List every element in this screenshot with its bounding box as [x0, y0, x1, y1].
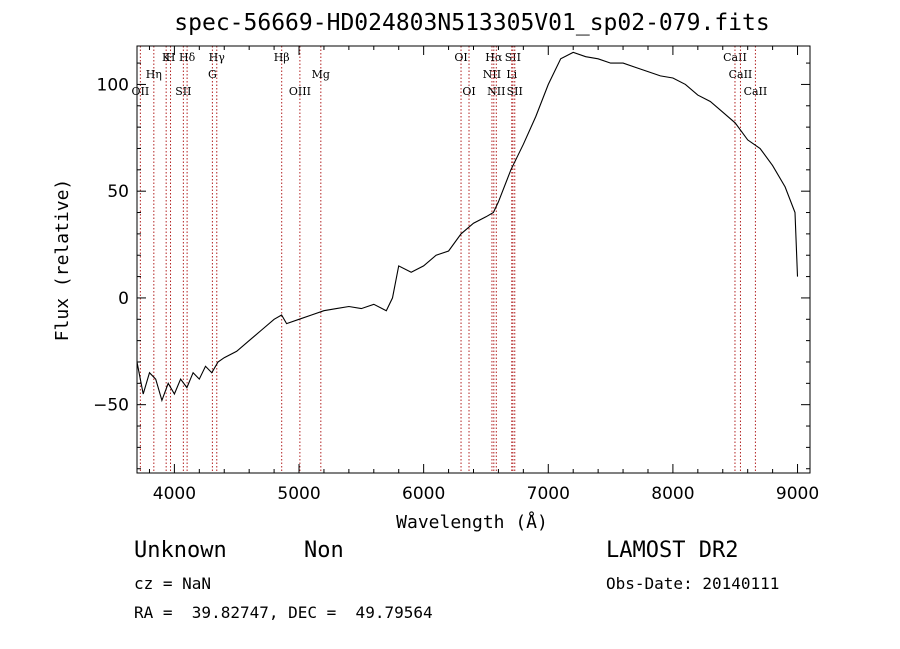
- x-axis-label: Wavelength (Å): [396, 511, 548, 533]
- line-marker-label: Hη: [146, 68, 162, 81]
- x-tick-label: 4000: [153, 484, 196, 504]
- chart-title: spec-56669-HD024803N513305V01_sp02-079.f…: [174, 10, 769, 36]
- line-marker-label: CaII: [729, 68, 753, 81]
- line-marker-label: NII: [487, 85, 505, 98]
- x-tick-label: 9000: [776, 484, 819, 504]
- line-marker-label: OI: [454, 51, 467, 64]
- x-tick-label: 6000: [402, 484, 445, 504]
- line-marker-label: Li: [506, 68, 517, 81]
- object-class: Unknown: [134, 538, 227, 563]
- spectrum-series: [136, 51, 799, 403]
- line-marker-label: K: [162, 51, 171, 64]
- object-subclass: Non: [304, 538, 344, 563]
- line-marker-label: Hδ: [179, 51, 196, 64]
- x-tick-label: 8000: [651, 484, 694, 504]
- survey-name: LAMOST DR2: [606, 538, 739, 563]
- y-tick-label: −50: [93, 396, 129, 416]
- line-marker-label: CaII: [723, 51, 747, 64]
- x-tick-label: 5000: [277, 484, 320, 504]
- y-tick-label: 100: [97, 75, 129, 95]
- line-marker-label: H: [166, 51, 176, 64]
- y-tick-label: 50: [107, 182, 129, 202]
- line-marker-label: SII: [507, 85, 523, 98]
- observation-date: Obs-Date: 20140111: [606, 574, 780, 593]
- line-marker-label: SII: [175, 85, 191, 98]
- y-tick-label: 0: [118, 289, 129, 309]
- line-marker-label: CaII: [744, 85, 768, 98]
- ra-dec-coordinates: RA = 39.82747, DEC = 49.79564: [134, 603, 433, 622]
- line-marker-label: NII: [483, 68, 501, 81]
- y-axis-label: Flux (relative): [52, 179, 73, 342]
- line-marker-label: Hβ: [274, 51, 290, 64]
- line-marker-label: Hγ: [209, 51, 226, 64]
- line-marker-label: Mg: [312, 68, 330, 81]
- line-marker-label: SII: [505, 51, 521, 64]
- plot-frame: [136, 45, 811, 474]
- redshift-cz: cz = NaN: [134, 574, 212, 593]
- line-marker-label: OI: [462, 85, 475, 98]
- line-marker-label: OIII: [289, 85, 311, 98]
- line-marker-label: OII: [132, 85, 150, 98]
- axis-ticks: 4000 5000 6000 7000 8000 9000 −50 0 50 100: [93, 46, 819, 504]
- x-tick-label: 7000: [527, 484, 570, 504]
- line-marker-label: Hα: [485, 51, 503, 64]
- line-marker-label: G: [208, 68, 217, 81]
- spectrum-line: [136, 51, 799, 403]
